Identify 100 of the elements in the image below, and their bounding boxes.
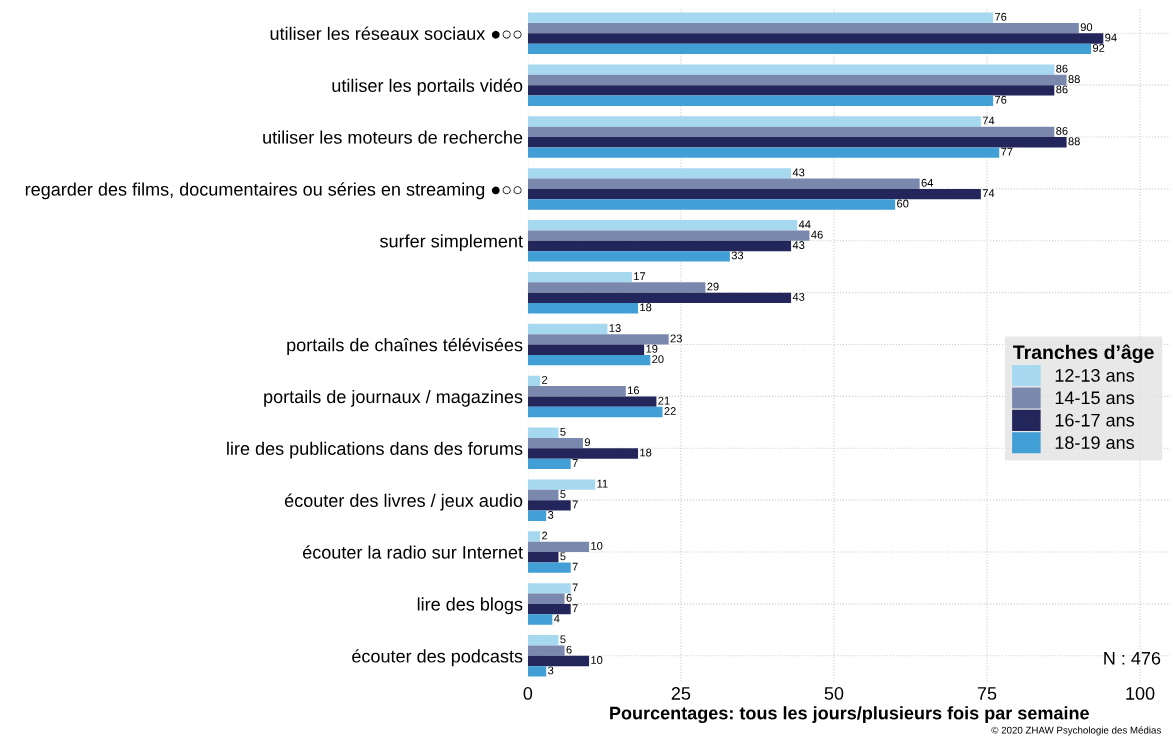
data-label: 5 — [560, 552, 566, 561]
bar — [527, 437, 583, 449]
bar — [527, 593, 565, 604]
data-label: 86 — [1056, 85, 1068, 94]
data-label: 77 — [1001, 147, 1013, 156]
data-label: 90 — [1080, 23, 1093, 32]
bar — [527, 64, 1055, 75]
data-label: 17 — [634, 272, 646, 280]
x-tick-label: 0 — [523, 687, 533, 700]
y-tick-label: utiliser les réseaux sociaux ●○○ — [270, 26, 522, 41]
y-tick-label: portails de journaux / magazines — [264, 389, 523, 407]
data-label: 76 — [995, 95, 1007, 104]
y-tick-label: regarder des films, documentaires ou séries en streaming ●○○ — [25, 182, 522, 200]
bar — [527, 282, 706, 293]
data-label: 16 — [628, 386, 640, 395]
bar — [527, 531, 541, 542]
y-tick-label: utiliser les moteurs de recherche — [263, 130, 523, 144]
text: © 2020 ZHAW Psychologie des Médias — [991, 726, 1161, 736]
bar — [527, 458, 571, 470]
bar — [527, 85, 1055, 96]
bar — [527, 562, 571, 573]
bar — [527, 303, 639, 314]
data-label: 9 — [584, 438, 590, 447]
data-label: 4 — [553, 614, 560, 623]
bar — [527, 74, 1067, 86]
bar — [527, 500, 571, 511]
bar — [527, 126, 1055, 138]
y-tick-label: écouter des podcasts — [352, 649, 523, 667]
bar — [527, 479, 596, 490]
x-tick-label: 100 — [1126, 687, 1155, 700]
bar — [527, 603, 571, 615]
data-label: 74 — [982, 116, 995, 125]
data-label: 2 — [542, 375, 548, 384]
bar — [527, 334, 669, 345]
data-label: 94 — [1105, 33, 1117, 42]
bar — [527, 386, 626, 397]
bar — [527, 375, 541, 387]
data-label: 11 — [597, 479, 608, 488]
data-label: 18 — [640, 448, 652, 457]
bar — [527, 43, 1092, 55]
bar — [527, 655, 590, 667]
y-tick-label: lire des publications dans des forums — [227, 441, 523, 459]
data-label: 19 — [646, 344, 658, 353]
data-label: 23 — [670, 334, 682, 343]
y-tick-label: surfer simplement — [380, 234, 523, 252]
data-label: 10 — [591, 656, 603, 664]
data-label: 22 — [664, 407, 676, 415]
bar — [527, 396, 657, 407]
bar — [527, 292, 792, 304]
data-label: 88 — [1068, 137, 1080, 146]
data-label: 5 — [560, 427, 566, 436]
bar — [527, 188, 981, 200]
y-tick-label: utiliser les portails vidéo — [332, 78, 523, 96]
bar — [527, 344, 645, 355]
y-tick-label: lire des blogs — [417, 597, 523, 615]
y-tick-label: écouter la radio sur Internet — [302, 545, 523, 559]
data-label: 44 — [798, 220, 811, 229]
bar — [527, 614, 553, 625]
data-label: 6 — [566, 593, 572, 602]
x-tick-label: 50 — [824, 687, 844, 700]
data-label: 29 — [707, 282, 719, 291]
data-label: 7 — [572, 604, 578, 612]
bar — [527, 116, 981, 127]
data-label: 18 — [640, 303, 652, 312]
bar — [527, 147, 1000, 158]
data-label: 21 — [658, 396, 670, 405]
bar — [527, 583, 571, 594]
bar — [527, 635, 559, 646]
legend-title: Tranches d’âge — [1013, 344, 1154, 364]
data-label: 43 — [792, 241, 805, 249]
bar — [527, 354, 651, 366]
x-tick-label: 75 — [977, 687, 997, 700]
bar — [527, 541, 590, 553]
bar — [527, 12, 994, 23]
bar — [527, 220, 798, 231]
bar — [527, 323, 608, 335]
data-label: 2 — [542, 531, 548, 540]
annotation: N : 476 — [1104, 651, 1161, 665]
data-label: 43 — [792, 292, 805, 301]
y-tick-label: écouter des livres / jeux audio — [284, 493, 523, 511]
data-label: 5 — [560, 635, 566, 644]
bar — [527, 406, 663, 418]
data-label: 60 — [897, 199, 909, 208]
data-label: 10 — [591, 541, 603, 550]
data-label: 3 — [548, 510, 554, 519]
bar — [527, 137, 1067, 148]
legend-label: 18-19 ans — [1055, 436, 1135, 449]
data-label: 88 — [1068, 75, 1080, 83]
data-label: 7 — [572, 562, 578, 571]
data-label: 86 — [1056, 64, 1068, 73]
data-label: 7 — [572, 500, 578, 509]
bar — [527, 552, 559, 563]
legend-label: 14-15 ans — [1055, 391, 1135, 405]
bar — [527, 666, 547, 677]
bar — [527, 251, 730, 262]
data-label: 74 — [982, 189, 995, 197]
bar — [527, 489, 559, 501]
data-label: 20 — [652, 355, 664, 364]
data-label: 5 — [560, 490, 566, 498]
data-label: 76 — [995, 12, 1007, 21]
